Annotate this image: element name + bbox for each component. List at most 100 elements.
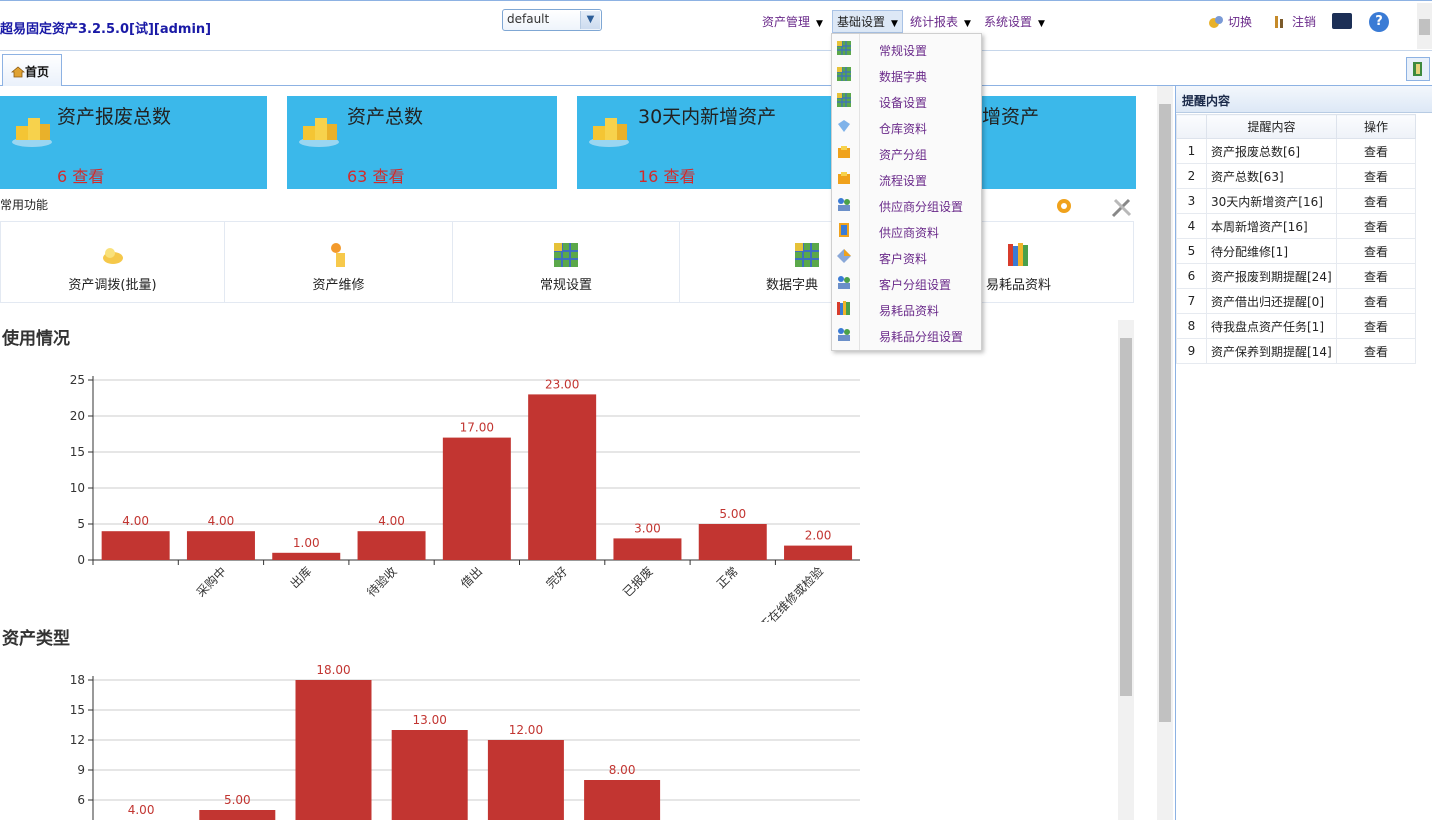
- view-link[interactable]: 查看: [1336, 213, 1416, 239]
- card-count-link[interactable]: 6 查看: [57, 167, 105, 186]
- y-tick-label: 10: [70, 481, 85, 495]
- quick-asset-transfer[interactable]: 资产调拨(批量): [1, 222, 225, 302]
- gold-blocks-icon: [299, 118, 339, 147]
- row-content: 资产报废总数[6]: [1206, 138, 1337, 164]
- table-row: 4 本周新增资产[16] 查看: [1176, 213, 1416, 239]
- y-tick-label: 25: [70, 373, 85, 387]
- view-link[interactable]: 查看: [1336, 138, 1416, 164]
- bar: [199, 810, 276, 820]
- transfer-icon: [102, 248, 123, 264]
- quick-asset-repair[interactable]: 资产维修: [225, 222, 453, 302]
- x-tick-label: 借出: [458, 564, 485, 591]
- dropdown-item-label: 供应商资料: [879, 226, 940, 240]
- top-bar: 超易固定资产3.2.5.0[试][admin] default ▼ 资产管理 ▼ …: [0, 0, 1432, 51]
- data-label: 4.00: [122, 514, 149, 528]
- dropdown-item[interactable]: 易耗品资料: [832, 295, 981, 321]
- switch-button[interactable]: 切换: [1208, 13, 1252, 30]
- logout-button[interactable]: 注销: [1272, 13, 1316, 30]
- switch-label: 切换: [1228, 15, 1253, 29]
- view-link[interactable]: 查看: [1336, 188, 1416, 214]
- card-count-link[interactable]: 63 查看: [347, 167, 405, 186]
- dropdown-item[interactable]: 易耗品分组设置: [832, 321, 981, 347]
- tab-home[interactable]: 首页: [2, 54, 62, 86]
- dropdown-item[interactable]: 流程设置: [832, 165, 981, 191]
- y-tick-label: 9: [77, 763, 85, 777]
- quick-functions: 资产调拨(批量) 资产维修 常规设置 数据字典 易耗品资料: [0, 221, 1134, 303]
- view-link[interactable]: 查看: [1336, 238, 1416, 264]
- gold-blocks-icon: [12, 118, 52, 147]
- tools-icon[interactable]: [1110, 195, 1134, 219]
- monitor-icon[interactable]: [1332, 13, 1352, 29]
- menu-basic-settings[interactable]: 基础设置 ▼: [832, 10, 903, 33]
- bar: [613, 538, 682, 560]
- dropdown-item-label: 客户分组设置: [879, 278, 952, 292]
- view-link[interactable]: 查看: [1336, 338, 1416, 364]
- scrollbar-thumb[interactable]: [1120, 338, 1132, 696]
- dropdown-item-label: 设备设置: [879, 96, 928, 110]
- row-index: 3: [1176, 188, 1207, 214]
- card-asset-total[interactable]: 资产总数 63 查看: [287, 96, 557, 189]
- content-scrollbar[interactable]: [1118, 320, 1134, 820]
- help-icon[interactable]: ?: [1369, 12, 1389, 32]
- dropdown-item[interactable]: 供应商分组设置: [832, 191, 981, 217]
- scrollbar-thumb[interactable]: [1419, 19, 1430, 35]
- table-row: 7 资产借出归还提醒[0] 查看: [1176, 288, 1416, 314]
- dropdown-item[interactable]: 仓库资料: [832, 113, 981, 139]
- view-link[interactable]: 查看: [1336, 263, 1416, 289]
- quick-consumables[interactable]: 易耗品资料: [904, 222, 1134, 302]
- data-label: 1.00: [293, 536, 320, 550]
- row-content: 待我盘点资产任务[1]: [1206, 313, 1337, 339]
- menu-label: 资产管理: [762, 15, 811, 29]
- reminder-panel-title: 提醒内容: [1176, 86, 1432, 113]
- dropdown-item[interactable]: 数据字典: [832, 61, 981, 87]
- menu-asset-management[interactable]: 资产管理 ▼: [762, 13, 823, 30]
- dropdown-item[interactable]: 供应商资料: [832, 217, 981, 243]
- scrollbar-thumb[interactable]: [1159, 104, 1171, 722]
- dropdown-item[interactable]: 客户分组设置: [832, 269, 981, 295]
- menu-system-settings[interactable]: 系统设置 ▼: [984, 13, 1045, 30]
- dropdown-item[interactable]: 设备设置: [832, 87, 981, 113]
- row-index: 8: [1176, 313, 1207, 339]
- chevron-down-icon[interactable]: ▼: [580, 11, 600, 29]
- chart-title-asset-type: 资产类型: [2, 629, 70, 649]
- gold-blocks-icon: [589, 118, 629, 147]
- cube-icon: [837, 41, 851, 55]
- view-link[interactable]: 查看: [1336, 313, 1416, 339]
- card-new-30-days[interactable]: 30天内新增资产 16 查看: [577, 96, 832, 189]
- logout-icon: [1275, 16, 1283, 28]
- users-icon: [838, 198, 850, 211]
- x-tick-label: 待验收: [364, 564, 400, 600]
- x-tick-label: 正在维修或检验: [756, 564, 826, 622]
- top-scrollbar[interactable]: [1417, 3, 1432, 49]
- dropdown-item[interactable]: 客户资料: [832, 243, 981, 269]
- view-link[interactable]: 查看: [1336, 163, 1416, 189]
- quick-data-dictionary[interactable]: 数据字典: [680, 222, 904, 302]
- x-tick-label: 正常: [714, 564, 741, 591]
- view-link[interactable]: 查看: [1336, 288, 1416, 314]
- dropdown-item[interactable]: 资产分组: [832, 139, 981, 165]
- card-count-link[interactable]: 16 查看: [638, 167, 696, 186]
- theme-select[interactable]: default ▼: [502, 9, 602, 31]
- gear-icon[interactable]: [1053, 195, 1075, 217]
- exit-panel-icon[interactable]: [1406, 57, 1430, 81]
- bar: [186, 531, 255, 560]
- caret-down-icon: ▼: [891, 19, 898, 29]
- quick-label: 数据字典: [766, 278, 819, 293]
- data-label: 18.00: [316, 663, 350, 677]
- users-icon: [838, 276, 850, 289]
- menu-reports[interactable]: 统计报表 ▼: [910, 13, 971, 30]
- home-icon: [10, 66, 26, 78]
- card-scrapped-total[interactable]: 资产报废总数 6 查看: [0, 96, 267, 189]
- dropdown-item[interactable]: 常规设置: [832, 35, 981, 61]
- asset-type-bar-chart: 6 9 12 15 18 4.00 5.00 18.00 13.00 12.00 8.00: [70, 663, 860, 820]
- row-index: 9: [1176, 338, 1207, 364]
- box-icon: [838, 172, 850, 184]
- bar: [698, 524, 767, 560]
- table-row: 9 资产保养到期提醒[14] 查看: [1176, 338, 1416, 364]
- theme-select-value: default: [507, 12, 550, 26]
- page-scrollbar[interactable]: [1157, 86, 1173, 820]
- data-label: 4.00: [128, 803, 155, 817]
- quick-general-settings[interactable]: 常规设置: [453, 222, 680, 302]
- y-tick-label: 5: [77, 517, 85, 531]
- row-index: 6: [1176, 263, 1207, 289]
